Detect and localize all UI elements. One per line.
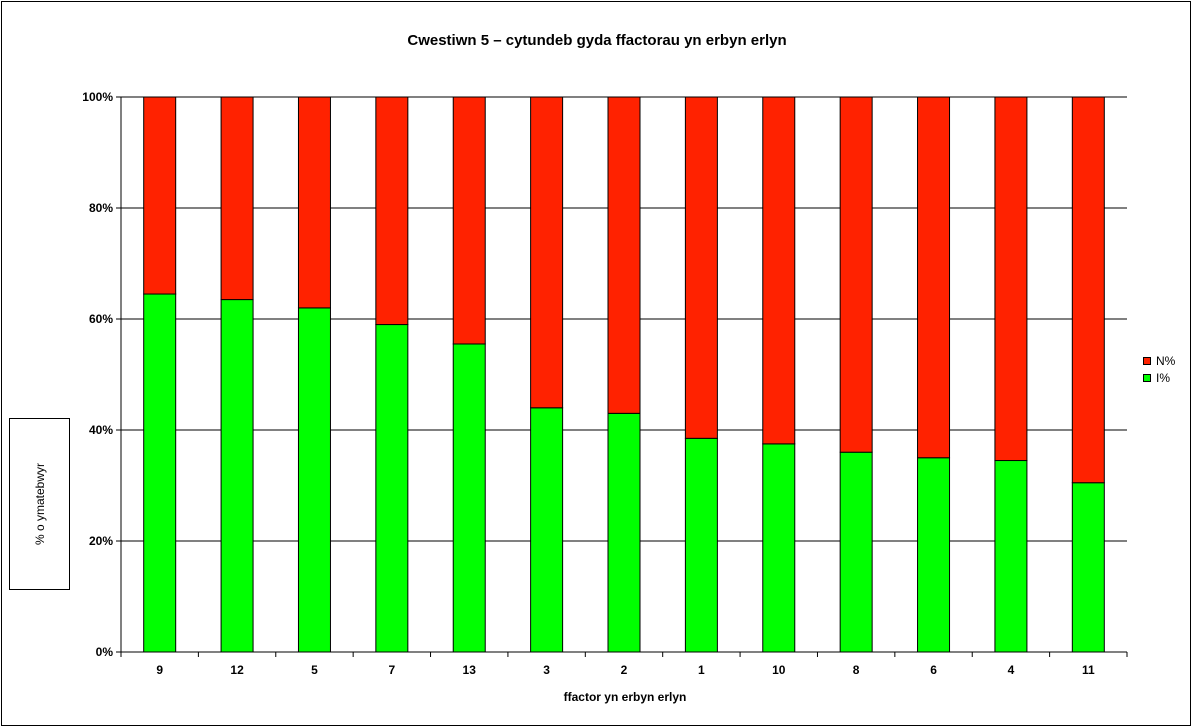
legend-label-n: N%: [1156, 353, 1176, 368]
bar-n: [220, 96, 254, 301]
legend-swatch-n: [1143, 356, 1151, 365]
y-axis-label-box: % o ymatebwyr: [9, 418, 70, 590]
bar-i: [684, 437, 718, 653]
bar-n: [530, 96, 564, 409]
x-tick-label: 2: [621, 663, 628, 677]
x-axis-label: ffactor yn erbyn erlyn: [563, 690, 687, 704]
x-tick-label: 5: [311, 663, 318, 677]
bar-i: [143, 293, 177, 653]
bar-n: [839, 96, 873, 453]
x-tick-label: 9: [156, 663, 163, 677]
bar-n: [143, 96, 177, 295]
bar-n: [684, 96, 718, 439]
x-tick-label: 4: [1008, 663, 1015, 677]
x-tick-label: 12: [230, 663, 244, 677]
bar-i: [452, 343, 486, 653]
bar-i: [607, 412, 641, 653]
x-tick-label: 6: [930, 663, 937, 677]
bar-i: [839, 451, 873, 653]
x-tick-label: 8: [853, 663, 860, 677]
bar-i: [297, 307, 331, 653]
bar-n: [375, 96, 409, 326]
x-tick-label: 7: [389, 663, 396, 677]
bar-n: [1071, 96, 1105, 484]
y-axis-label: % o ymatebwyr: [32, 462, 47, 546]
x-tick-label: 13: [463, 663, 477, 677]
bar-n: [917, 96, 951, 459]
bar-i: [1071, 482, 1105, 653]
bar-n: [607, 96, 641, 414]
x-tick-label: 1: [698, 663, 705, 677]
y-tick-label: 40%: [89, 423, 113, 437]
y-tick-label: 60%: [89, 312, 113, 326]
legend: N% I%: [1143, 352, 1193, 386]
legend-swatch-i: [1143, 373, 1151, 382]
bar-i: [530, 407, 564, 653]
y-tick-label: 20%: [89, 534, 113, 548]
bar-n: [762, 96, 796, 445]
x-tick-label: 10: [772, 663, 786, 677]
y-tick-label: 80%: [89, 201, 113, 215]
bar-n: [452, 96, 486, 345]
bar-i: [220, 299, 254, 653]
x-tick-label: 3: [543, 663, 550, 677]
bar-i: [762, 443, 796, 653]
y-tick-label: 100%: [82, 90, 113, 104]
chart-title: Cwestiwn 5 – cytundeb gyda ffactorau yn …: [407, 32, 787, 49]
bar-i: [917, 457, 951, 653]
bar-n: [297, 96, 331, 309]
x-tick-label: 11: [1082, 663, 1095, 677]
bar-n: [994, 96, 1028, 462]
legend-label-i: I%: [1156, 370, 1171, 385]
legend-item-n: N%: [1143, 352, 1193, 369]
bar-i: [375, 324, 409, 653]
bar-i: [994, 460, 1028, 653]
y-tick-label: 0%: [96, 645, 114, 659]
legend-item-i: I%: [1143, 369, 1193, 386]
